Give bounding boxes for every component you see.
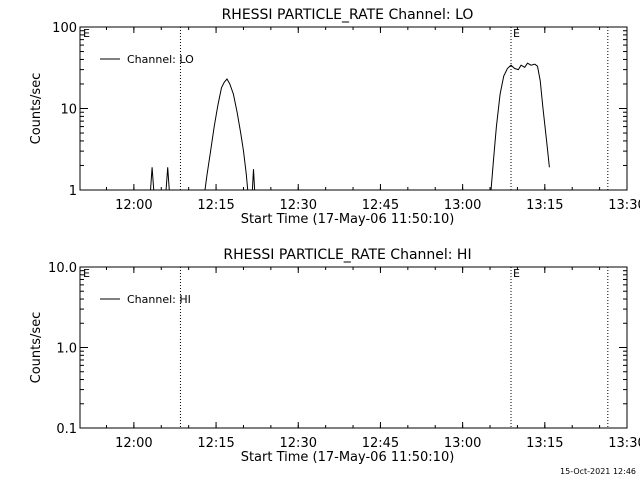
y-tick-label: 0.1	[56, 422, 77, 437]
x-tick-label: 12:15	[197, 436, 234, 451]
x-tick-label: 13:00	[444, 436, 481, 451]
x-axis-label: Start Time (17-May-06 11:50:10)	[241, 450, 455, 465]
chart-title: RHESSI PARTICLE_RATE Channel: HI	[223, 247, 471, 263]
event-marker-label: E	[83, 27, 90, 40]
x-axis-label: Start Time (17-May-06 11:50:10)	[241, 212, 455, 227]
event-marker-label: E	[513, 267, 520, 280]
y-tick-label: 10	[60, 103, 77, 118]
y-axis-label: Counts/sec	[29, 312, 44, 384]
series-line	[204, 78, 249, 190]
x-tick-label: 12:45	[362, 436, 399, 451]
x-tick-label: 12:00	[115, 436, 152, 451]
y-tick-label: 10.0	[48, 261, 77, 276]
series-line	[165, 167, 170, 190]
x-tick-label: 13:30	[608, 198, 640, 213]
series-line	[251, 169, 256, 190]
x-tick-label: 12:30	[280, 198, 317, 213]
legend-label: Channel: HI	[127, 293, 191, 306]
plot-frame	[79, 266, 628, 429]
panel-lo-channel: RHESSI PARTICLE_RATE Channel: LO Start Ti…	[29, 7, 640, 227]
plot-frame	[79, 26, 628, 191]
x-tick-label: 13:15	[526, 198, 563, 213]
legend-label: Channel: LO	[127, 53, 194, 66]
series-line	[490, 62, 550, 190]
x-tick-label: 13:00	[444, 198, 481, 213]
series-group	[150, 62, 550, 190]
event-marker-label: E	[513, 27, 520, 40]
series-line	[150, 167, 155, 190]
panel-hi-channel: RHESSI PARTICLE_RATE Channel: HI Start Ti…	[29, 247, 640, 465]
x-tick-label: 12:15	[197, 198, 234, 213]
x-tick-label: 12:00	[115, 198, 152, 213]
footer-timestamp: 15-Oct-2021 12:46	[560, 467, 636, 476]
event-marker-label: E	[83, 267, 90, 280]
x-tick-label: 13:30	[608, 436, 640, 451]
y-tick-label: 100	[52, 21, 77, 36]
x-tick-label: 13:15	[526, 436, 563, 451]
chart-title: RHESSI PARTICLE_RATE Channel: LO	[222, 7, 474, 23]
y-tick-label: 1	[69, 184, 77, 199]
y-axis-label: Counts/sec	[29, 73, 44, 145]
y-tick-label: 1.0	[56, 342, 77, 357]
x-tick-label: 12:45	[362, 198, 399, 213]
x-tick-label: 12:30	[280, 436, 317, 451]
